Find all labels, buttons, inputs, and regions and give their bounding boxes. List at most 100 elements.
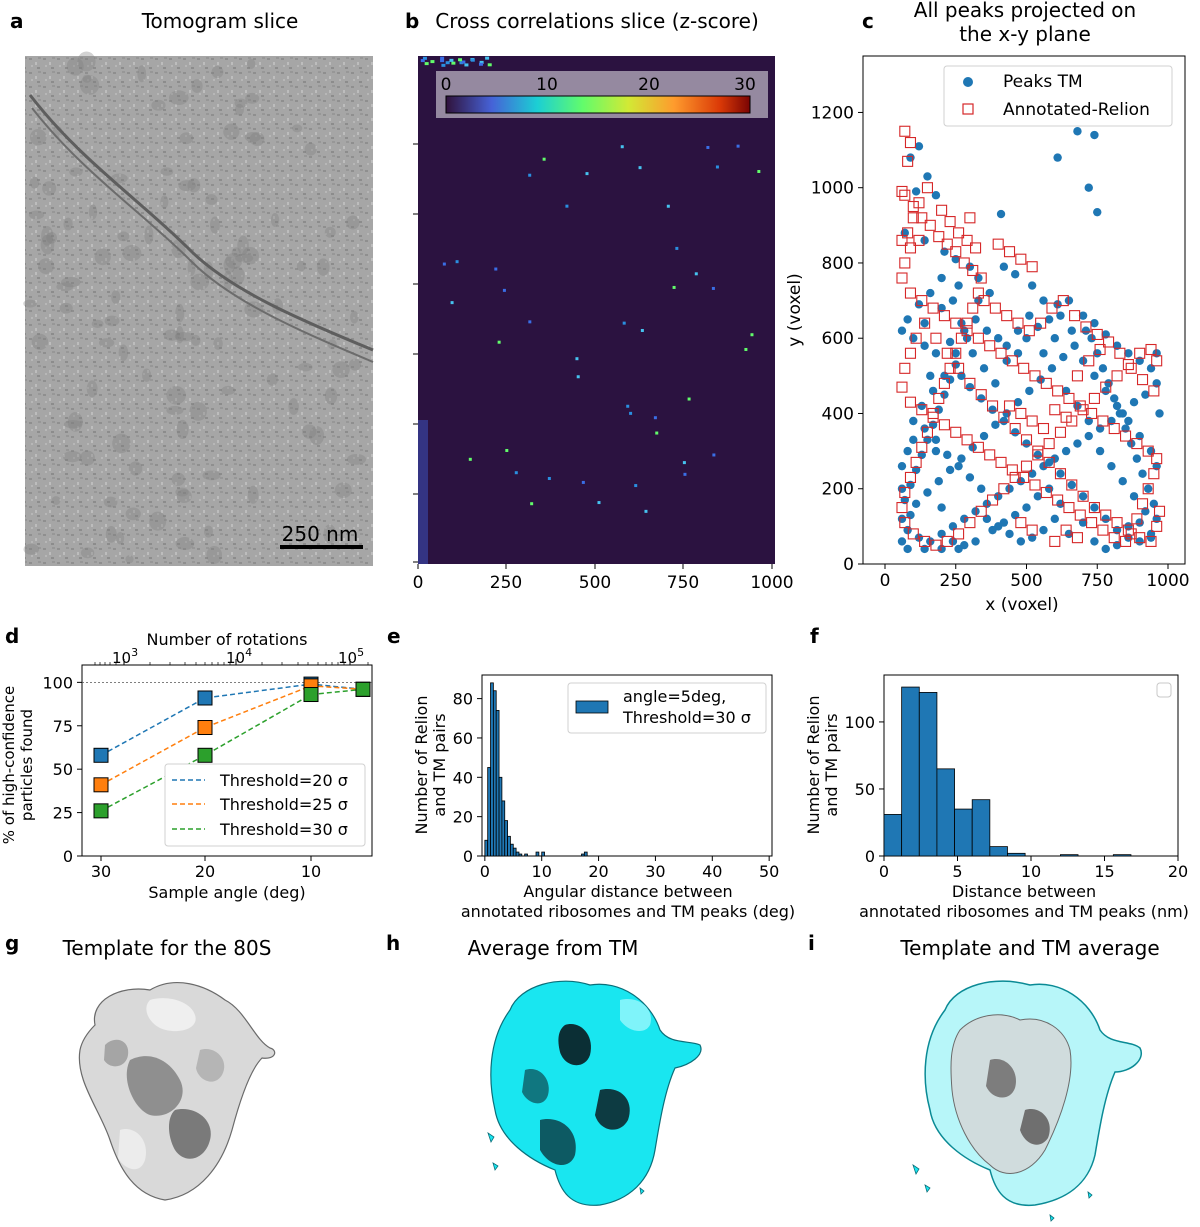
xcorr-spot [575, 357, 579, 361]
xcorr-edge-spot [479, 60, 484, 64]
panel-i: i Template and TM average [808, 931, 1160, 1222]
ribosome-blob [23, 299, 37, 308]
ribosome-blob [142, 368, 152, 382]
xcorr-spot [675, 246, 679, 250]
peak-tm-point [1110, 394, 1119, 403]
e-xlabel-2: annotated ribosomes and TM peaks (deg) [461, 902, 795, 921]
peak-tm-point [1033, 492, 1043, 501]
relion-point [1029, 479, 1041, 491]
peak-tm-point [1010, 270, 1020, 279]
d-top-label: Number of rotations [147, 630, 308, 649]
relion-point [907, 200, 919, 213]
peak-tm-point [914, 142, 924, 151]
peak-tm-point [960, 514, 969, 524]
ribosome-blob [117, 231, 130, 242]
f-bar [918, 692, 938, 857]
ribosome-blob [346, 453, 367, 465]
ribosome-blob [66, 57, 84, 76]
relion-point [1071, 532, 1083, 544]
e-bar [581, 853, 585, 857]
xcorr-edge-spot [420, 59, 425, 63]
relion-point [941, 535, 953, 547]
relion-point [1066, 479, 1078, 491]
xcorr-spot [581, 480, 585, 484]
relion-point [975, 389, 987, 401]
ribosome-blob [203, 525, 214, 538]
f-bar [1007, 852, 1026, 857]
relion-point [910, 456, 922, 468]
peak-tm-point [926, 288, 935, 298]
f-xtick-label: 15 [1094, 862, 1114, 881]
f-bar [954, 808, 973, 857]
ribosome-blob [40, 234, 55, 255]
relion-point [984, 449, 996, 461]
d-ylabel-2: particles found [18, 709, 36, 821]
peak-tm-point [911, 499, 921, 508]
e-bar [535, 851, 540, 857]
peak-tm-point [977, 394, 986, 403]
relion-point [938, 310, 950, 322]
relion-point [1035, 317, 1047, 329]
e-ylabel-2: and TM pairs [430, 713, 449, 816]
xcorr-edge-spot [445, 61, 450, 65]
peak-tm-point [903, 315, 912, 324]
xcorr-spot [653, 416, 657, 420]
panel-letter-i: i [808, 931, 815, 955]
relion-point [1037, 422, 1050, 435]
peak-tm-point [996, 209, 1006, 219]
relion-point [941, 347, 953, 359]
colorbar [445, 95, 751, 114]
xcorr-spot [442, 262, 446, 266]
xcorr-image [418, 56, 775, 564]
peak-tm-point [1078, 492, 1088, 501]
relion-point [904, 471, 917, 484]
xcorr-edge-spot [440, 59, 445, 63]
relion-point [1122, 524, 1134, 536]
relion-point [970, 242, 982, 254]
ribosome-blob [63, 217, 73, 231]
e-xtick-label: 30 [645, 862, 665, 881]
panel-g: g Template for the 80S [5, 931, 276, 1201]
relion-point [913, 234, 925, 246]
relion-point [1151, 355, 1163, 367]
peak-tm-point [1050, 334, 1060, 343]
relion-point [1020, 434, 1033, 446]
e-ytick-label: 20 [453, 808, 473, 827]
relion-point [1052, 494, 1064, 506]
panel-c: c All peaks projected on the x-y plane 0… [785, 0, 1190, 615]
relion-point [1094, 343, 1106, 356]
peak-tm-point [1090, 318, 1099, 328]
peak-tm-point [1025, 311, 1034, 320]
xcorr-spot [744, 347, 748, 351]
ribosome-blob [231, 266, 245, 285]
e-legend-2: Threshold=30 σ [622, 708, 751, 727]
ribosome-blob [247, 485, 259, 504]
relion-point [896, 234, 908, 246]
relion-point [1134, 347, 1146, 359]
xcorr-spot [528, 320, 532, 324]
d-series-marker [197, 720, 213, 736]
relion-point [916, 295, 928, 307]
f-histogram-bars [883, 686, 1132, 857]
xcorr-edge-spot [451, 61, 456, 65]
relion-point [1108, 422, 1120, 435]
peak-tm-point [1067, 480, 1076, 490]
relion-point [1125, 362, 1137, 374]
relion-point [1111, 517, 1123, 529]
panel-letter-g: g [5, 931, 19, 955]
ribosome-blob [125, 555, 134, 564]
peak-tm-point [1013, 397, 1023, 407]
peak-tm-point [951, 360, 960, 369]
c-ytick-label: 600 [822, 329, 854, 349]
relion-point [1086, 407, 1098, 420]
ribosome-blob [288, 398, 299, 415]
relion-point [904, 396, 917, 408]
relion-point [1100, 509, 1112, 521]
peak-tm-point [971, 315, 980, 324]
peak-tm-point [909, 435, 918, 445]
xcorr-spot [626, 404, 630, 408]
e-xtick-label: 0 [480, 862, 490, 881]
b-xtick-250: 250 [490, 573, 522, 593]
ribosome-blob [231, 247, 241, 257]
